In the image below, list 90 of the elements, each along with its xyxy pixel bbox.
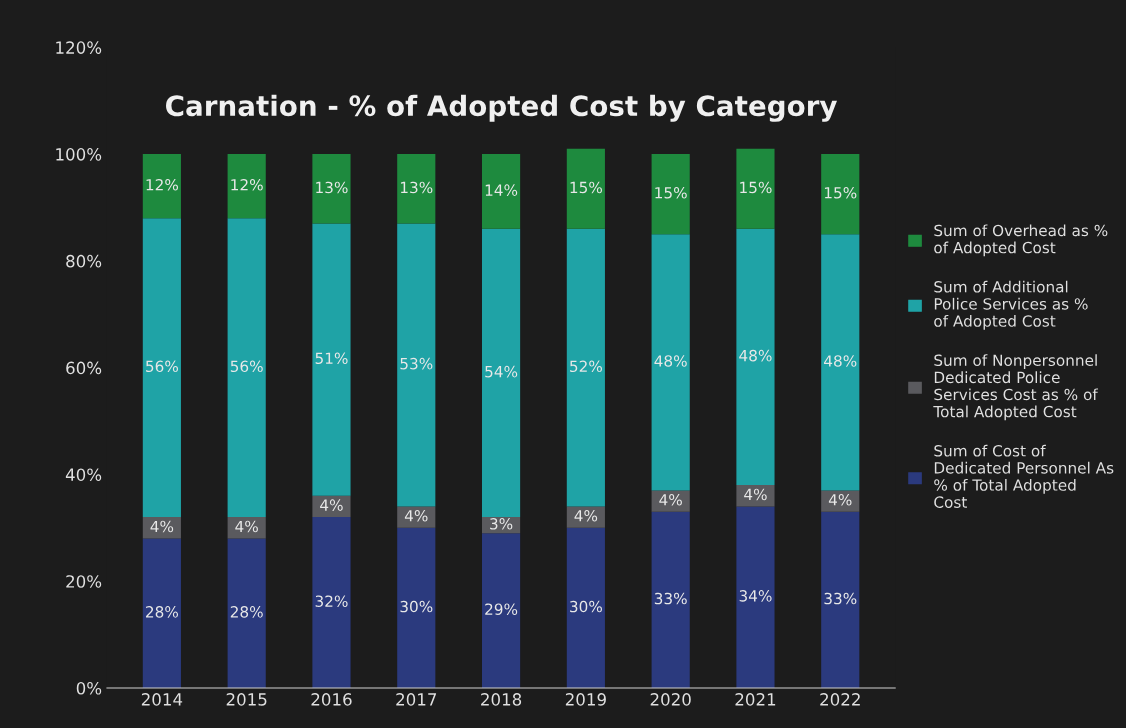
x-tick-label: 2017	[396, 693, 437, 706]
x-tick-label: 2021	[735, 693, 776, 706]
data-label: 32%	[315, 595, 348, 607]
bar	[312, 495, 351, 518]
bar	[227, 218, 266, 518]
data-label: 28%	[146, 606, 179, 618]
data-label: 15%	[740, 181, 772, 194]
data-label: 4%	[320, 499, 343, 511]
bar	[821, 490, 860, 512]
bar	[821, 234, 860, 491]
bar	[481, 154, 521, 229]
data-label: 4%	[235, 520, 258, 533]
bar	[312, 223, 351, 496]
data-label: 53%	[400, 357, 433, 370]
data-label: 4%	[150, 520, 174, 533]
data-label: 30%	[400, 600, 433, 613]
x-tick-label: 2016	[311, 693, 352, 706]
y-tick-label: 100%	[56, 148, 102, 161]
bar	[821, 511, 860, 688]
data-label: 33%	[654, 592, 687, 605]
data-label: 3%	[490, 518, 513, 530]
y-tick-label: 120%	[56, 41, 102, 54]
data-label: 4%	[574, 510, 598, 522]
data-label: 51%	[315, 352, 348, 365]
legend-label: Sum of Additional Police Services as % of Adopted Cost	[934, 280, 1088, 330]
x-tick-label: 2022	[820, 693, 860, 706]
data-label: 56%	[230, 360, 263, 373]
bar	[397, 527, 436, 688]
bar	[227, 154, 266, 219]
x-tick-label: 2015	[226, 693, 267, 706]
bar	[651, 511, 690, 688]
bar	[736, 148, 775, 229]
y-tick-label: 80%	[66, 254, 102, 268]
bar	[227, 538, 266, 688]
data-label: 30%	[570, 600, 602, 613]
data-label: 15%	[655, 187, 687, 199]
data-label: 13%	[400, 181, 433, 194]
data-label: 48%	[739, 349, 772, 362]
bar	[481, 228, 521, 518]
data-label: 4%	[404, 510, 428, 522]
data-label: 12%	[146, 179, 179, 191]
data-label: 4%	[828, 493, 852, 506]
bar	[651, 234, 690, 491]
y-tick-label: 60%	[66, 361, 102, 375]
bar	[736, 506, 775, 688]
x-tick-label: 2020	[650, 693, 691, 706]
bar	[736, 485, 775, 507]
bar	[312, 154, 351, 224]
data-label: 48%	[654, 355, 687, 367]
bar	[566, 148, 605, 229]
data-label: 12%	[231, 179, 263, 191]
bar	[566, 228, 605, 507]
data-label: 54%	[485, 365, 518, 378]
text: Carnation - % of Adopted Cost by Category	[166, 94, 838, 122]
bar	[481, 533, 521, 688]
data-label: 28%	[230, 606, 263, 618]
legend-label: Sum of Cost of Dedicated Personnel As % of Total Adopted Cost	[934, 444, 1114, 508]
bar	[397, 506, 436, 528]
bar	[397, 223, 436, 507]
legend-label: Sum of Nonpersonnel Dedicated Police Services Cost as % of Total Adopted Cost	[933, 354, 1099, 421]
data-label: 52%	[570, 360, 602, 373]
bar	[651, 154, 690, 235]
x-tick-label: 2018	[481, 693, 522, 706]
data-label: 48%	[824, 355, 857, 367]
x-tick-label: 2019	[565, 693, 606, 706]
bar	[142, 218, 181, 518]
bar	[397, 154, 436, 224]
x-tick-label: 2014	[141, 693, 183, 706]
data-label: 4%	[744, 488, 767, 501]
data-label: 13%	[316, 181, 348, 194]
y-tick-label: 0%	[76, 681, 102, 695]
bar	[312, 517, 351, 688]
bar	[142, 154, 181, 219]
data-label: 15%	[824, 187, 857, 199]
data-label: 15%	[570, 181, 602, 194]
y-tick-label: 20%	[66, 575, 102, 588]
y-tick-label: 40%	[65, 468, 102, 481]
bar	[566, 527, 605, 688]
legend-label: Sum of Overhead as % of Adopted Cost	[934, 224, 1108, 257]
data-label: 14%	[485, 184, 518, 196]
bar	[142, 538, 181, 688]
data-label: 29%	[485, 603, 518, 615]
bar	[566, 506, 605, 528]
data-label: 33%	[824, 592, 857, 605]
bar	[736, 228, 775, 486]
bar	[651, 490, 690, 512]
data-label: 34%	[739, 590, 772, 602]
bar	[821, 154, 860, 235]
data-label: 4%	[659, 493, 682, 506]
data-label: 56%	[146, 360, 179, 373]
